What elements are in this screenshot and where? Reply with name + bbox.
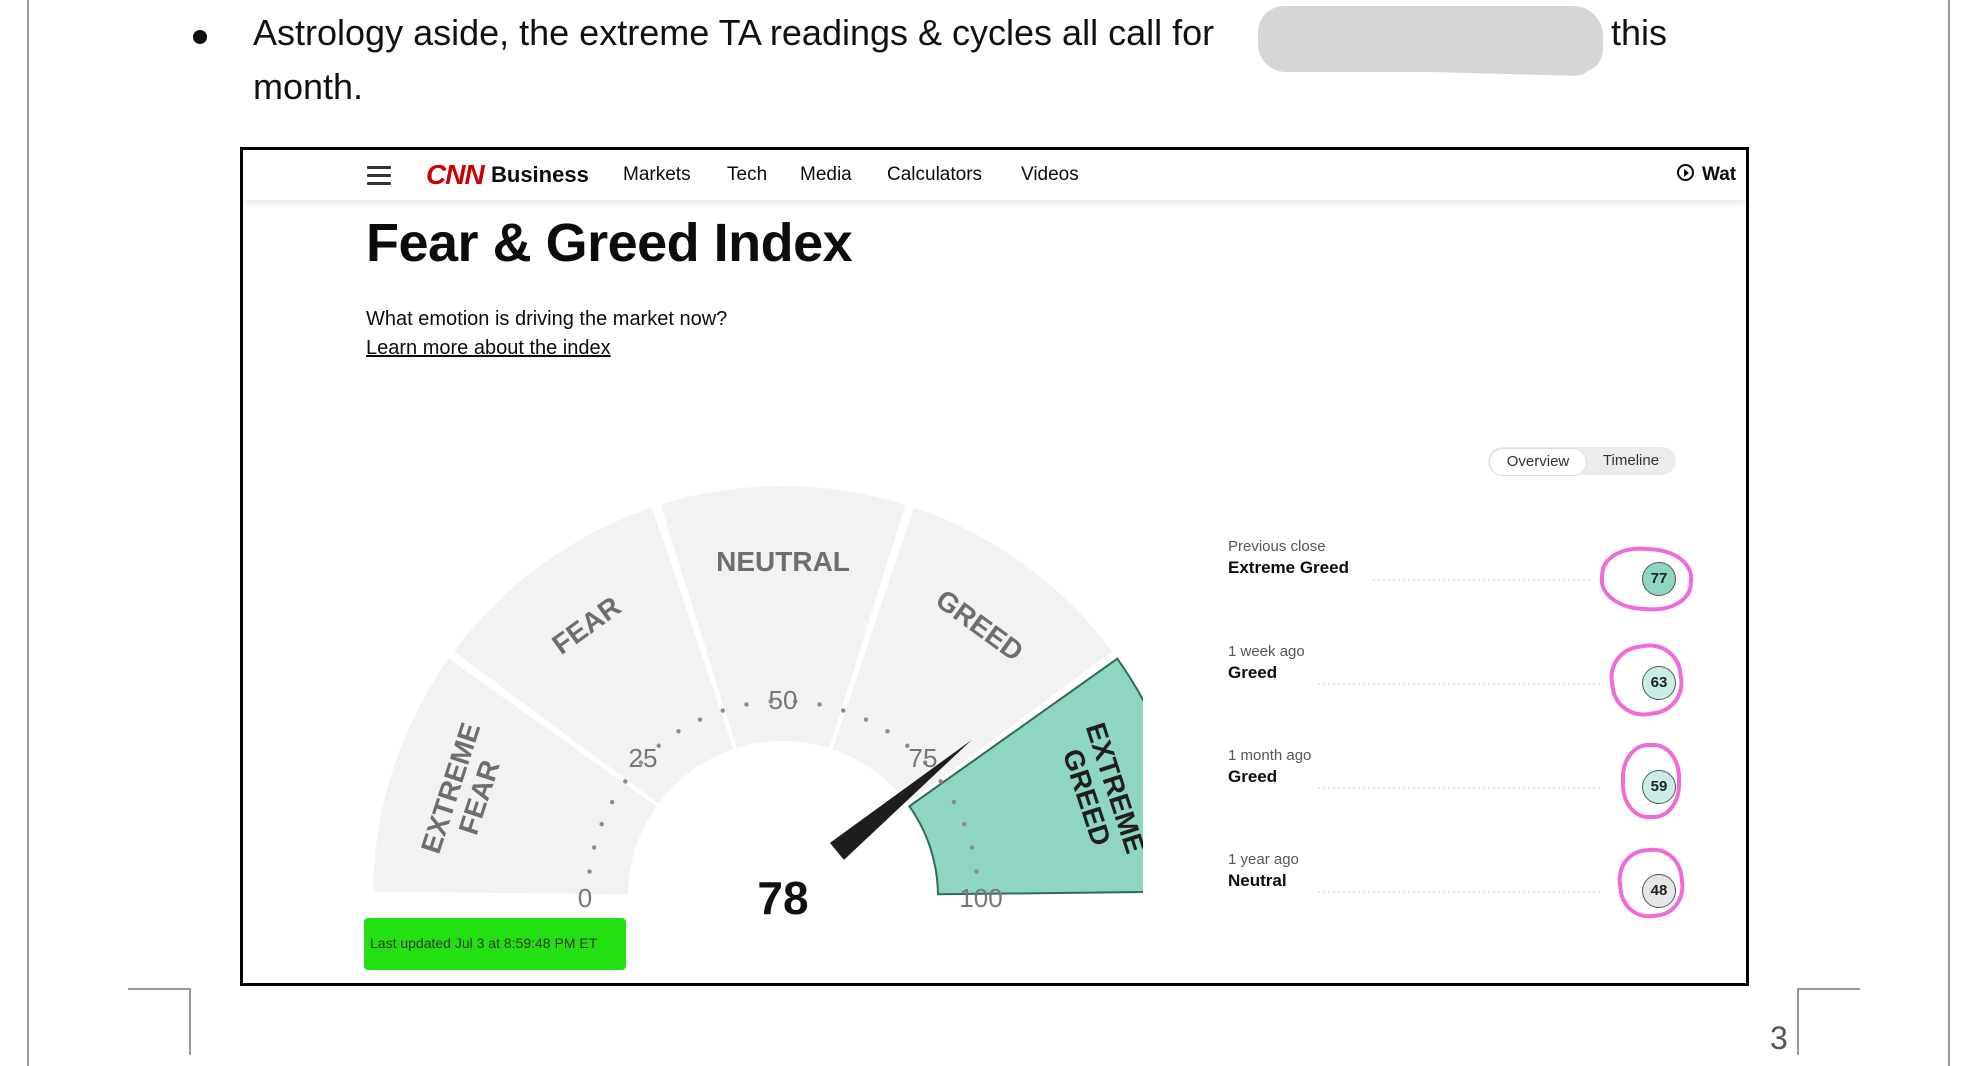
tab-overview[interactable]: Overview [1489,448,1587,476]
gauge-tick-dot [599,822,604,827]
gauge-tick-dot [863,717,869,722]
bullet-text-line2: month. [253,66,364,107]
history-label: 1 week ago [1228,643,1305,660]
gauge-tick-label: 0 [578,883,592,913]
gauge-tick-dot [938,779,943,784]
embedded-screenshot: CNN Business Markets Tech Media Calculat… [240,147,1749,986]
gauge-tick-dot [793,699,798,704]
gauge-tick-label: 25 [629,743,658,773]
learn-more-link[interactable]: Learn more about the index [366,337,611,359]
history-label: 1 year ago [1228,851,1299,868]
bullet-point [193,30,207,44]
history-1-year: 1 year ago Neutral [1228,851,1688,891]
page-right-border [1948,0,1950,1066]
gauge-tick-dot [591,845,597,850]
segment-extreme-fear [373,658,657,895]
nav-tech[interactable]: Tech [727,164,768,185]
history-value-badge: 48 [1642,874,1676,908]
business-logo-text[interactable]: Business [491,162,589,187]
gauge-value: 78 [757,872,808,924]
history-label: 1 month ago [1228,747,1312,764]
gauge-tick-dot [656,743,661,748]
bullet-text-before: Astrology aside, the extreme TA readings… [253,12,1215,53]
gauge-tick-dot [623,779,628,784]
gauge-segment-label: NEUTRAL [716,546,850,577]
gauge-tick-dot [697,717,703,722]
gauge-tick-dot [587,869,592,874]
gauge-tick-dot [720,708,725,713]
gauge-tick-dot [922,760,928,765]
history-rating: Greed [1228,767,1278,786]
segment-greed [832,507,1113,804]
gauge-needle [829,739,972,860]
gauge-tick-label: 100 [959,883,1002,913]
tab-timeline[interactable]: Timeline [1602,452,1660,469]
menu-icon[interactable] [367,166,391,185]
gauge-tick-dot [676,729,681,734]
history-dotted-leaders [1318,579,1600,893]
history-1-month: 1 month ago Greed [1228,747,1688,787]
history-rating: Extreme Greed [1228,558,1349,577]
redaction-mark-lower [1264,25,1596,77]
gauge-hub [701,814,865,978]
page-subtitle: What emotion is driving the market now? [366,308,728,330]
history-previous-close: Previous close Extreme Greed [1228,538,1688,578]
page-corner-mark-right [1797,988,1860,1055]
segment-fear [453,507,734,804]
pink-highlight-ring [1621,743,1681,819]
segment-extreme-greed [907,657,1143,896]
history-value-badge: 63 [1642,666,1676,700]
history-value-badge: 77 [1642,562,1676,596]
history-label: Previous close [1228,538,1326,555]
nav-media[interactable]: Media [800,164,852,185]
watch-link[interactable]: Wat [1677,164,1736,186]
history-1-week: 1 week ago Greed [1228,643,1688,683]
history-rating: Greed [1228,663,1278,682]
nav-videos[interactable]: Videos [1021,164,1079,185]
nav-markets[interactable]: Markets [623,164,691,185]
gauge-tick-dot [969,845,975,850]
gauge-tick-dot [841,708,846,713]
gauge-tick-dot [974,869,979,874]
cnn-top-nav: CNN Business Markets Tech Media Calculat… [243,150,1746,200]
cnn-logo[interactable]: CNN [426,159,485,190]
last-updated: Last updated Jul 3 at 8:59:48 PM ET [370,935,598,951]
view-toggle: Overview Timeline [1488,447,1676,476]
page-title: Fear & Greed Index [366,213,853,273]
gauge-tick-label: 50 [769,685,798,715]
gauge-tick-dot [962,822,967,827]
gauge-tick-dot [744,702,749,707]
page-number: 3 [1770,1020,1788,1056]
green-highlight [364,918,626,970]
play-circle-icon [1677,164,1694,182]
gauge-tick-dot [817,702,822,707]
watch-label: Wat [1702,164,1737,185]
gauge-tick-dot [951,799,957,805]
segment-neutral [660,485,906,749]
gauge-tick-dot [885,729,890,734]
gauge-tick-dot [905,743,910,748]
page-corner-mark-left [128,988,191,1055]
page-left-border [27,0,29,1066]
gauge-tick-dot [609,799,615,805]
gauge-tick-label: 75 [909,743,938,773]
gauge-tick-dot [638,760,644,765]
nav-calculators[interactable]: Calculators [887,164,983,185]
gauge-tick-dot [768,699,773,704]
history-rating: Neutral [1228,871,1287,890]
bullet-text-after: this [1611,12,1668,53]
